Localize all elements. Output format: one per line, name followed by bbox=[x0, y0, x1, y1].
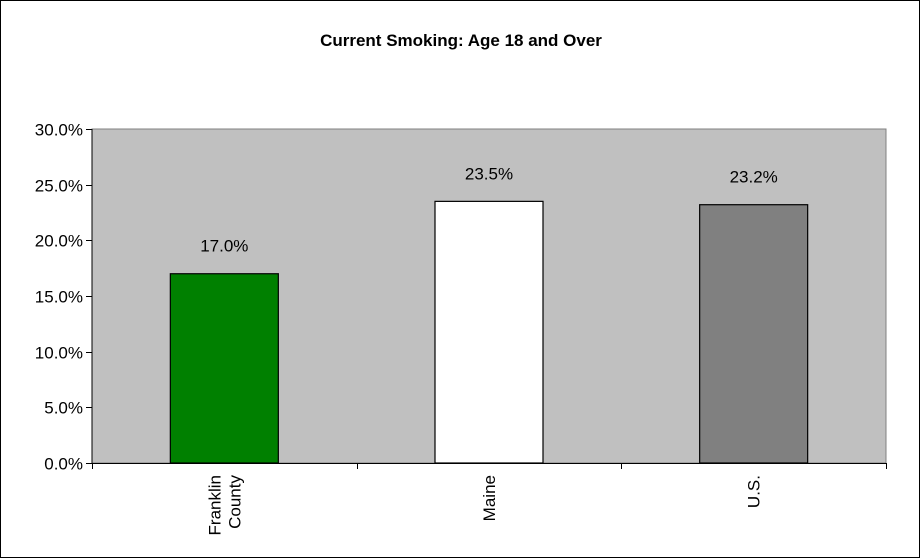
y-tick-label: 25.0% bbox=[35, 177, 83, 196]
bar bbox=[434, 200, 544, 464]
category-label: County bbox=[225, 475, 244, 529]
chart-title: Current Smoking: Age 18 and Over bbox=[320, 31, 602, 50]
y-tick-label: 30.0% bbox=[35, 121, 83, 140]
y-tick-label: 15.0% bbox=[35, 288, 83, 307]
category-label: Franklin bbox=[205, 475, 224, 535]
data-label: 23.5% bbox=[465, 164, 513, 183]
category-label: Maine bbox=[480, 475, 499, 521]
bar bbox=[699, 204, 809, 464]
bar bbox=[169, 273, 279, 464]
data-label: 23.2% bbox=[730, 168, 778, 187]
y-tick-label: 10.0% bbox=[35, 344, 83, 363]
y-tick-label: 20.0% bbox=[35, 232, 83, 251]
category-label: U.S. bbox=[745, 475, 764, 508]
data-label: 17.0% bbox=[200, 237, 248, 256]
y-tick-label: 0.0% bbox=[44, 455, 83, 474]
y-tick-label: 5.0% bbox=[44, 399, 83, 418]
